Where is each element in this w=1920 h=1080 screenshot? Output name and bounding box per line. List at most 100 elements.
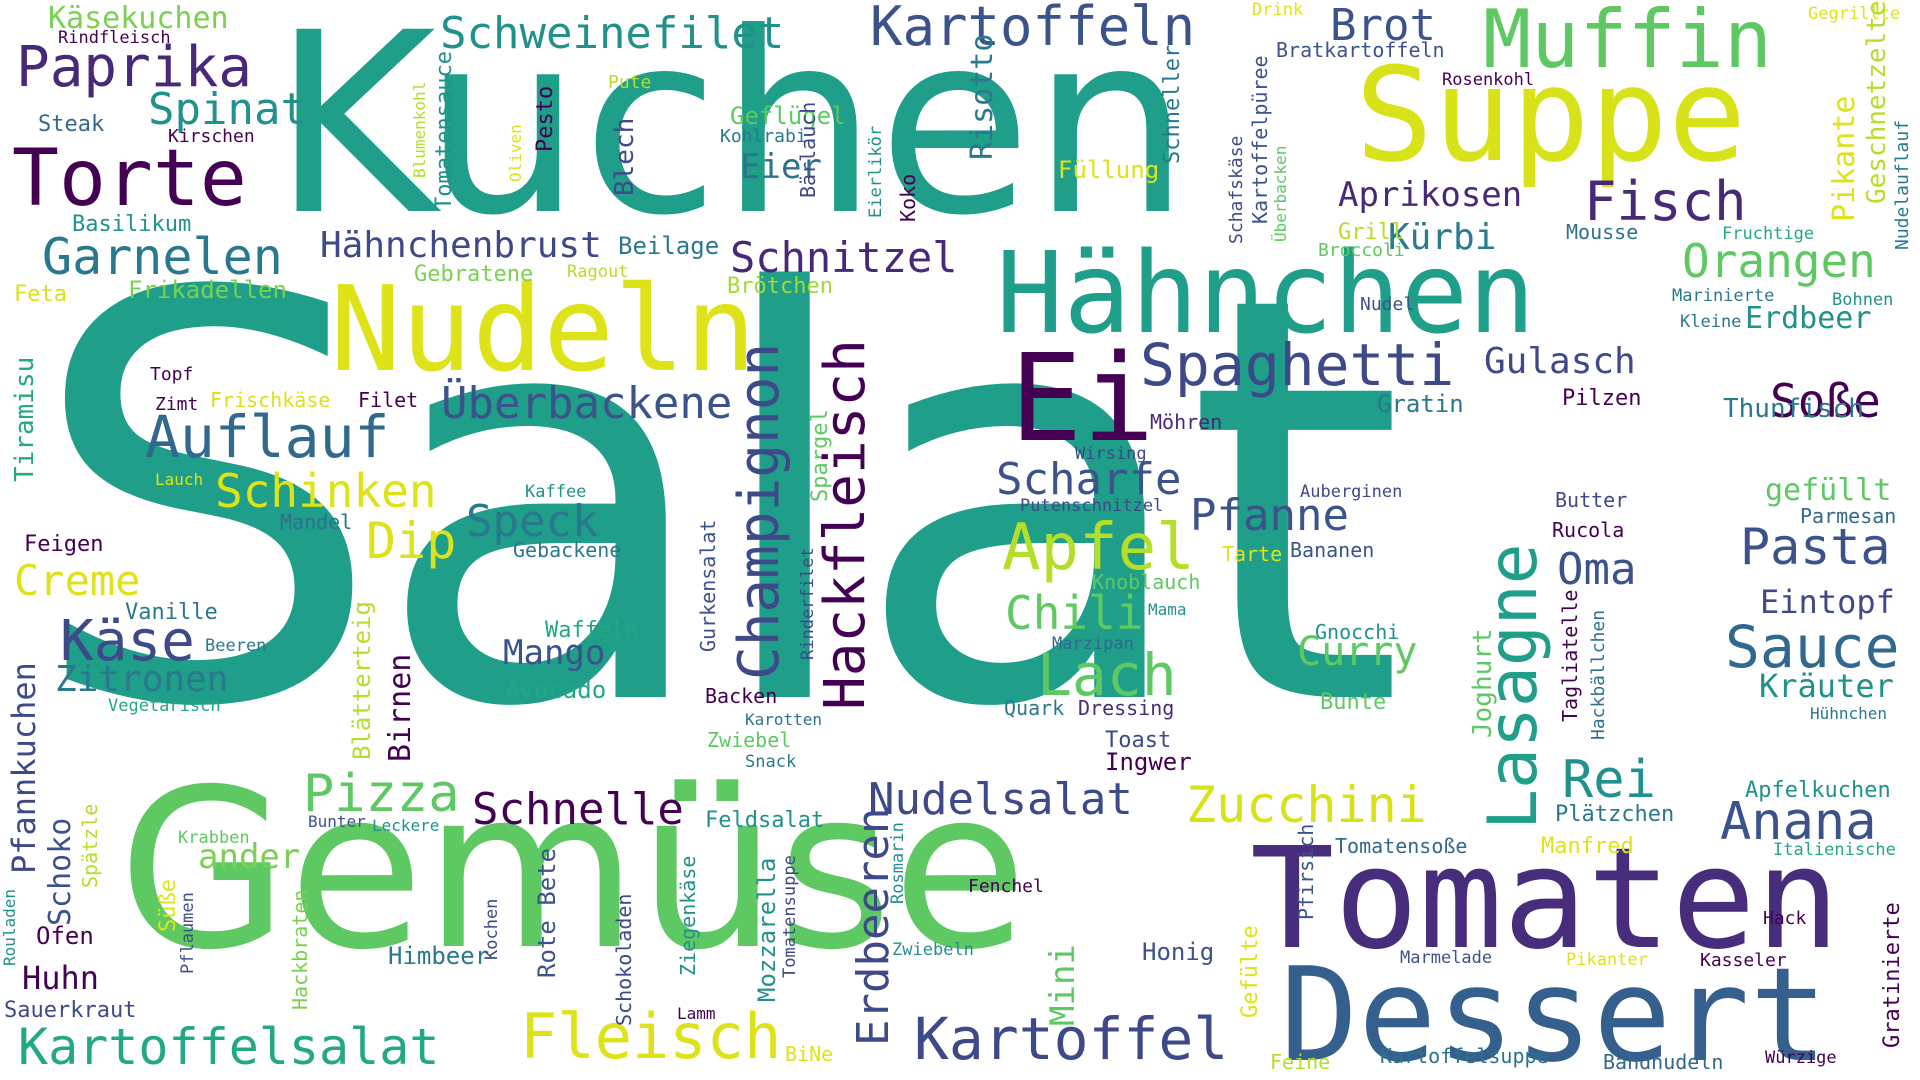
word-marzipan: Marzipan (1052, 634, 1134, 654)
word-mousse: Mousse (1566, 220, 1639, 244)
word-feigen: Feigen (24, 532, 104, 557)
word-manfred: Manfred (1541, 834, 1634, 859)
word-pfanne: Pfanne (1190, 490, 1349, 541)
word-kasseler: Kasseler (1700, 950, 1787, 971)
word-spaghetti: Spaghetti (1140, 331, 1455, 399)
word-auberginen: Auberginen (1300, 482, 1403, 502)
word-joghurt: Tagliatelle (1558, 589, 1582, 722)
word-brot: Brot (1330, 0, 1436, 51)
word-tomaten: Tomaten (1250, 818, 1841, 981)
word-basilikum: Basilikum (72, 212, 192, 237)
word-suesse: Süße (156, 879, 181, 932)
word-fenchel: Fenchel (968, 876, 1044, 897)
word-italienische: Italienische (1773, 840, 1896, 860)
word-bine: BiNe (785, 1042, 834, 1066)
word-butter: Butter (1555, 488, 1628, 512)
word-suppe: Suppe (1355, 39, 1747, 191)
word-putenschnitzel: Putenschnitzel (1020, 496, 1164, 516)
word-ueberbackene: Überbackene (441, 378, 733, 429)
word-zucchini: Zucchini (1186, 776, 1427, 834)
word-speck: Speck (466, 496, 599, 547)
word-broetchen: Brötchen (727, 274, 833, 299)
word-pikanter: Pikanter (1566, 950, 1648, 970)
word-schinken: Schinken (215, 464, 437, 518)
word-schnelle: Schnelle (472, 784, 684, 835)
word-nudelauflauf: Gurkensalat (696, 519, 720, 652)
word-drink: Drink (1252, 0, 1304, 20)
word-anana: Anana (1720, 792, 1877, 852)
word-kartoffelsuppe: Kartoffelsuppe (1380, 1044, 1549, 1068)
word-erdbeer: Erdbeer (1745, 301, 1872, 336)
word-eier: Eier (740, 147, 822, 187)
word-vegetarisch: Vegetarisch (108, 696, 221, 716)
word-wirsing: Wirsing (1075, 444, 1147, 464)
word-pasta: Pasta (1740, 518, 1891, 576)
word-curry: Curry (1297, 629, 1418, 675)
word-kartoffelsalat: Kartoffelsalat (18, 1018, 440, 1076)
word-topf-2: Topf (150, 364, 194, 385)
word-marinierte: Marinierte (1672, 286, 1775, 306)
word-krabben: Krabben (178, 828, 250, 848)
word-pfannkuchen: Pfannkuchen (5, 662, 43, 874)
word-huehnchen: Hühnchen (1810, 704, 1888, 723)
word-kuerbi: Kürbi (1388, 217, 1497, 258)
word-bunter: Bunter (308, 812, 366, 831)
word-pizza: Pizza (303, 764, 460, 824)
word-sauce: Sauce (1725, 613, 1900, 681)
word-haehnchenbrust: Hähnchenbrust (320, 225, 602, 266)
word-gratin: Gratin (1377, 390, 1464, 418)
word-lach: Lach (1037, 641, 1177, 709)
word-kirschen: Kirschen (168, 126, 255, 147)
word-nudelsalat: Nudelsalat (868, 774, 1133, 825)
word-gebratene: Gebratene (414, 262, 534, 287)
word-paprika: Paprika (16, 35, 253, 100)
word-tomatensosse: Tomatensoße (1335, 834, 1468, 858)
word-lasagne: Joghurt (1468, 628, 1498, 738)
word-mozzarella: Mozzarella (753, 857, 781, 1003)
word-schnitzel: Schnitzel (730, 233, 958, 282)
word-hack: Hack (1763, 908, 1807, 929)
word-feine: Feine (1270, 1050, 1331, 1074)
word-gemuese: Gemüse (118, 742, 1028, 998)
word-mandel: Mandel (280, 510, 353, 534)
word-garnelen: Garnelen (42, 228, 283, 286)
word-broccoli: Broccoli (1318, 240, 1405, 261)
word-ei: Ei (1010, 330, 1155, 469)
word-kochen: Kochen (482, 898, 502, 960)
word-schneller: Schafskäse (1226, 135, 1247, 244)
word-champignon: Hackfleisch (813, 339, 878, 710)
word-moehren: Möhren (1150, 410, 1223, 434)
word-ingwer: Ingwer (1105, 748, 1192, 776)
word-pflaumen: Pflaumen (178, 892, 198, 974)
word-gegrillte: Gegrillte (1808, 4, 1901, 24)
word-auflauf: Auflauf (145, 403, 390, 471)
word-bohnen: Bohnen (1832, 290, 1894, 310)
word-spargel: Champignon (727, 342, 792, 680)
word-gnocchi: Gnocchi (1315, 620, 1400, 644)
word-frikadellen: Frikadellen (128, 276, 287, 304)
word-oma: Oma (1557, 544, 1637, 595)
word-parmesan: Parmesan (1800, 504, 1897, 528)
word-kartoffel: Kartoffel (914, 1005, 1229, 1073)
word-pikante: Geschnetzelte (1862, 0, 1892, 204)
word-spinat: Spinat (148, 84, 307, 135)
word-blech: Bärlauch (796, 101, 820, 198)
word-wuerzige: Würzige (1765, 1048, 1837, 1068)
word-apfelkuchen: Apfelkuchen (1745, 778, 1891, 803)
word-ander: ander (198, 837, 301, 877)
word-ziegenkaese: Ziegenkäse (676, 855, 700, 976)
word-gefuellt: gefüllt (1765, 473, 1892, 508)
word-zwiebel: Zwiebel (707, 728, 792, 752)
word-spaetzle: Spätzle (78, 803, 102, 888)
word-salat: Salat (28, 178, 1405, 830)
word-risotto: Schneller (1160, 44, 1185, 164)
word-fruchtige: Fruchtige (1722, 224, 1815, 244)
word-ragout: Ragout (567, 262, 629, 282)
word-haehnchen: Hähnchen (996, 229, 1536, 359)
word-zitronen: Zitronen (55, 659, 229, 700)
word-torte: Torte (12, 134, 247, 224)
word-oliven: Pesto (533, 85, 558, 152)
word-zwiebeln: Zwiebeln (892, 940, 974, 960)
word-leckere: Leckere (372, 816, 440, 835)
word-kaesekuchen: Käsekuchen (48, 1, 229, 36)
